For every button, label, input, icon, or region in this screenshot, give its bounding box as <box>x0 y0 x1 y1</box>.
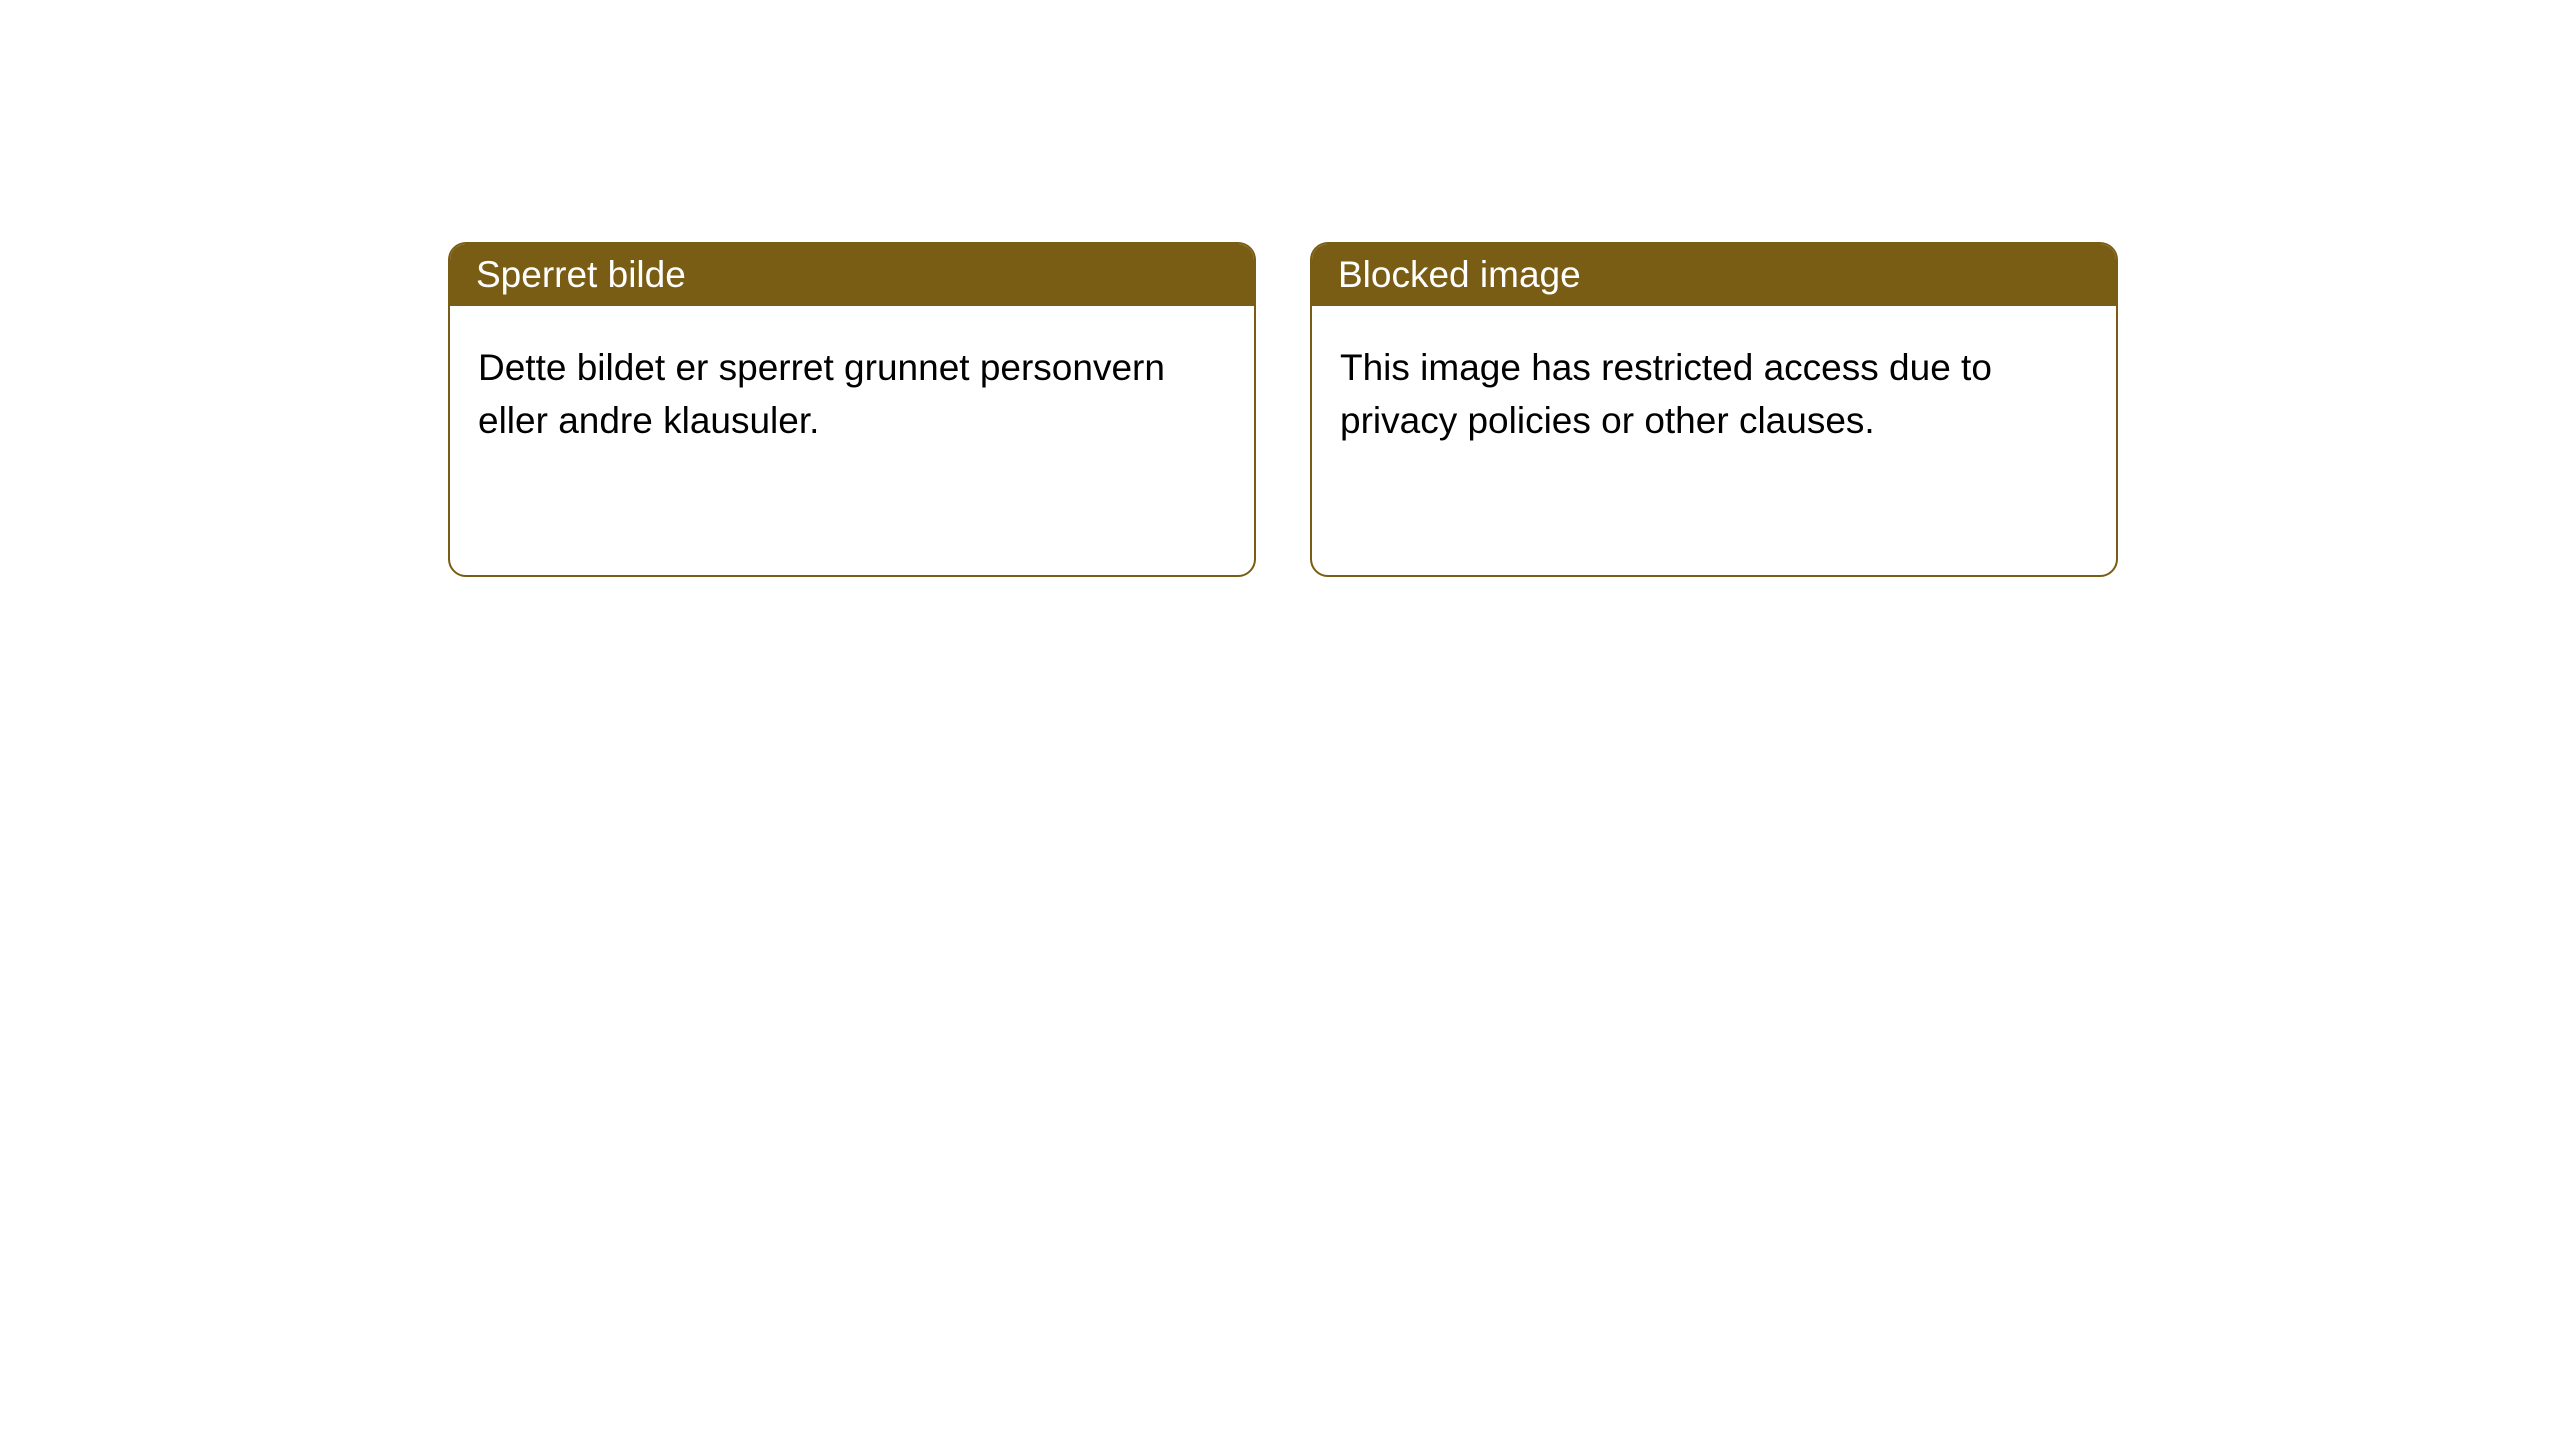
notice-card-norwegian: Sperret bilde Dette bildet er sperret gr… <box>448 242 1256 577</box>
card-body: This image has restricted access due to … <box>1312 306 2116 483</box>
notice-cards-container: Sperret bilde Dette bildet er sperret gr… <box>448 242 2118 577</box>
card-title: Sperret bilde <box>476 254 686 296</box>
card-header: Sperret bilde <box>450 244 1254 306</box>
card-body: Dette bildet er sperret grunnet personve… <box>450 306 1254 483</box>
card-title: Blocked image <box>1338 254 1581 296</box>
card-header: Blocked image <box>1312 244 2116 306</box>
notice-card-english: Blocked image This image has restricted … <box>1310 242 2118 577</box>
card-body-text: This image has restricted access due to … <box>1340 347 1992 441</box>
card-body-text: Dette bildet er sperret grunnet personve… <box>478 347 1165 441</box>
